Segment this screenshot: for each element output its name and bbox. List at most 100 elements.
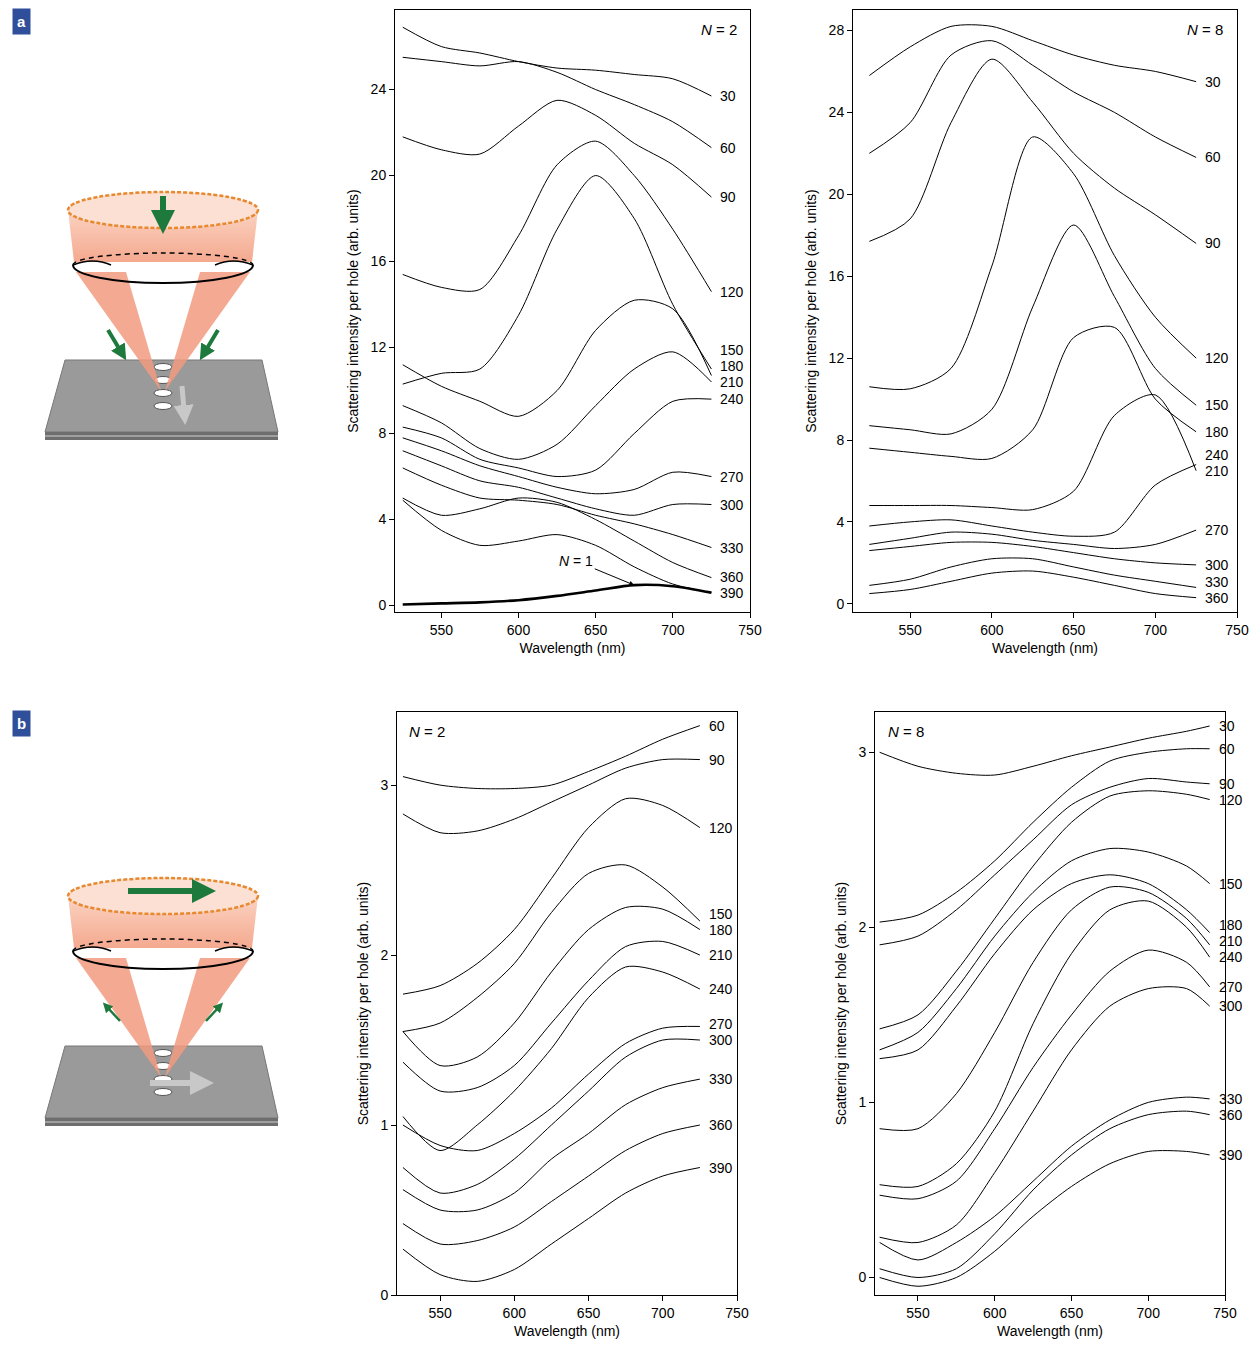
svg-text:270: 270 (720, 469, 744, 485)
svg-text:120: 120 (720, 284, 744, 300)
svg-text:330: 330 (720, 540, 744, 556)
svg-text:24: 24 (371, 81, 387, 97)
svg-text:650: 650 (577, 1305, 601, 1321)
svg-text:60: 60 (720, 140, 736, 156)
svg-text:Wavelength (nm): Wavelength (nm) (514, 1323, 620, 1339)
svg-text:300: 300 (709, 1032, 733, 1048)
svg-text:a: a (17, 13, 26, 30)
svg-text:Scattering intensity per hole: Scattering intensity per hole (arb. unit… (803, 189, 819, 433)
svg-text:90: 90 (1219, 776, 1235, 792)
svg-text:90: 90 (1205, 235, 1221, 251)
svg-text:650: 650 (1060, 1305, 1084, 1321)
svg-text:24: 24 (829, 104, 845, 120)
svg-text:b: b (17, 715, 26, 732)
svg-text:550: 550 (906, 1305, 930, 1321)
svg-text:750: 750 (725, 1305, 749, 1321)
svg-text:750: 750 (1225, 622, 1249, 638)
svg-text:180: 180 (709, 922, 733, 938)
svg-text:600: 600 (507, 622, 531, 638)
svg-text:30: 30 (1219, 718, 1235, 734)
svg-text:Scattering intensity per hole: Scattering intensity per hole (arb. unit… (355, 882, 371, 1126)
svg-text:4: 4 (836, 514, 844, 530)
svg-text:N = 8: N = 8 (1187, 21, 1223, 38)
svg-text:0: 0 (378, 597, 386, 613)
svg-text:240: 240 (709, 981, 733, 997)
svg-text:180: 180 (1205, 424, 1229, 440)
svg-text:210: 210 (1219, 933, 1243, 949)
svg-text:90: 90 (709, 752, 725, 768)
svg-text:330: 330 (1205, 574, 1229, 590)
svg-text:650: 650 (1062, 622, 1086, 638)
svg-text:Wavelength (nm): Wavelength (nm) (992, 640, 1098, 656)
svg-text:210: 210 (720, 374, 744, 390)
svg-text:750: 750 (1213, 1305, 1237, 1321)
svg-text:Scattering intensity per hole: Scattering intensity per hole (arb. unit… (345, 189, 361, 433)
svg-text:360: 360 (720, 569, 744, 585)
svg-text:550: 550 (430, 622, 454, 638)
svg-text:700: 700 (1144, 622, 1168, 638)
svg-text:20: 20 (371, 167, 387, 183)
svg-text:0: 0 (380, 1287, 388, 1303)
svg-text:16: 16 (371, 253, 387, 269)
svg-text:270: 270 (709, 1016, 733, 1032)
svg-text:360: 360 (1219, 1107, 1243, 1123)
svg-text:30: 30 (1205, 74, 1221, 90)
svg-text:700: 700 (1137, 1305, 1161, 1321)
svg-text:0: 0 (858, 1269, 866, 1285)
svg-text:330: 330 (709, 1071, 733, 1087)
svg-text:750: 750 (738, 622, 762, 638)
svg-text:Scattering intensity per hole: Scattering intensity per hole (arb. unit… (833, 882, 849, 1126)
svg-text:150: 150 (709, 906, 733, 922)
svg-text:700: 700 (651, 1305, 675, 1321)
svg-text:330: 330 (1219, 1091, 1243, 1107)
svg-text:390: 390 (720, 585, 744, 601)
svg-text:12: 12 (371, 339, 387, 355)
svg-text:8: 8 (378, 425, 386, 441)
svg-text:360: 360 (709, 1117, 733, 1133)
svg-text:210: 210 (1205, 463, 1229, 479)
svg-text:16: 16 (829, 268, 845, 284)
svg-text:600: 600 (983, 1305, 1007, 1321)
svg-text:60: 60 (1205, 149, 1221, 165)
svg-text:300: 300 (1219, 998, 1243, 1014)
svg-text:300: 300 (1205, 557, 1229, 573)
svg-text:2: 2 (858, 919, 866, 935)
svg-text:3: 3 (380, 777, 388, 793)
svg-text:150: 150 (720, 342, 744, 358)
svg-text:270: 270 (1219, 979, 1243, 995)
svg-text:60: 60 (1219, 741, 1235, 757)
svg-text:Wavelength (nm): Wavelength (nm) (997, 1323, 1103, 1339)
svg-text:600: 600 (503, 1305, 527, 1321)
svg-text:650: 650 (584, 622, 608, 638)
svg-text:390: 390 (1219, 1147, 1243, 1163)
svg-text:240: 240 (720, 391, 744, 407)
svg-text:90: 90 (720, 189, 736, 205)
svg-text:210: 210 (709, 947, 733, 963)
svg-text:28: 28 (829, 22, 845, 38)
svg-text:N = 1: N = 1 (559, 553, 593, 569)
svg-text:550: 550 (899, 622, 923, 638)
svg-text:550: 550 (428, 1305, 452, 1321)
svg-text:120: 120 (1205, 350, 1229, 366)
svg-text:180: 180 (1219, 917, 1243, 933)
svg-text:3: 3 (858, 744, 866, 760)
svg-text:700: 700 (661, 622, 685, 638)
svg-text:120: 120 (1219, 792, 1243, 808)
svg-text:120: 120 (709, 820, 733, 836)
svg-text:0: 0 (836, 596, 844, 612)
svg-text:240: 240 (1205, 447, 1229, 463)
svg-text:180: 180 (720, 358, 744, 374)
svg-text:60: 60 (709, 718, 725, 734)
svg-text:30: 30 (720, 88, 736, 104)
svg-text:1: 1 (858, 1094, 866, 1110)
svg-text:Wavelength (nm): Wavelength (nm) (519, 640, 625, 656)
svg-text:12: 12 (829, 350, 845, 366)
svg-text:1: 1 (380, 1117, 388, 1133)
svg-text:150: 150 (1205, 397, 1229, 413)
svg-text:N = 2: N = 2 (409, 723, 445, 740)
svg-text:8: 8 (836, 432, 844, 448)
svg-text:240: 240 (1219, 949, 1243, 965)
svg-text:N = 2: N = 2 (701, 21, 737, 38)
svg-text:N = 8: N = 8 (888, 723, 924, 740)
svg-text:360: 360 (1205, 590, 1229, 606)
